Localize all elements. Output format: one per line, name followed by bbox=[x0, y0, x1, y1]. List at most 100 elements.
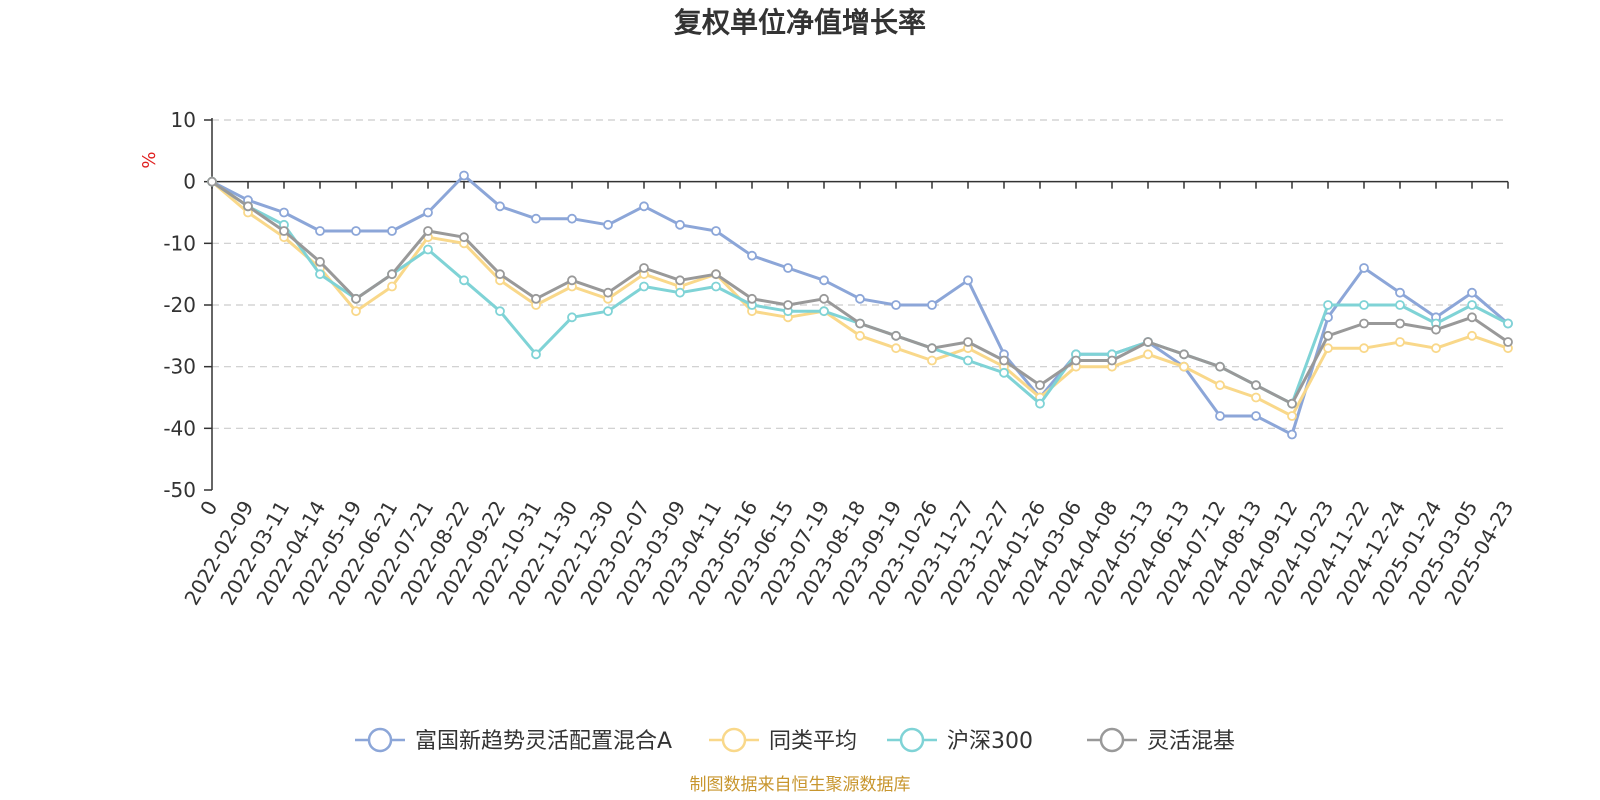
data-point bbox=[1179, 361, 1189, 372]
data-point bbox=[1467, 287, 1477, 298]
data-point bbox=[495, 269, 505, 280]
data-point bbox=[279, 226, 289, 236]
data-point bbox=[531, 213, 541, 224]
data-point bbox=[747, 250, 757, 261]
data-point bbox=[1215, 361, 1225, 372]
x-tick-label: 0 bbox=[195, 497, 222, 520]
data-point bbox=[531, 293, 541, 304]
data-point bbox=[459, 170, 469, 181]
data-point bbox=[567, 312, 577, 323]
data-point bbox=[783, 263, 793, 273]
data-point bbox=[711, 226, 721, 236]
data-point bbox=[1251, 392, 1261, 403]
data-point bbox=[1215, 411, 1225, 421]
data-point bbox=[1431, 343, 1441, 354]
data-point bbox=[351, 306, 361, 317]
data-point bbox=[1287, 398, 1297, 409]
data-point bbox=[279, 207, 289, 218]
legend-item[interactable]: 沪深300 bbox=[887, 727, 1033, 754]
data-point bbox=[1467, 300, 1477, 310]
y-tick-label: 10 bbox=[171, 108, 196, 132]
data-point bbox=[963, 337, 973, 347]
data-point bbox=[207, 176, 217, 187]
data-point bbox=[387, 226, 397, 236]
data-point bbox=[423, 226, 433, 236]
legend-label: 沪深300 bbox=[947, 729, 1033, 754]
data-point bbox=[315, 269, 325, 280]
data-point bbox=[351, 226, 361, 236]
source-note: 制图数据来自恒生聚源数据库 bbox=[690, 775, 911, 795]
data-point bbox=[639, 201, 649, 212]
data-point bbox=[927, 343, 937, 354]
data-point bbox=[1143, 337, 1153, 347]
data-point bbox=[1395, 318, 1405, 329]
y-tick-label: -30 bbox=[163, 355, 196, 379]
data-point bbox=[423, 207, 433, 218]
chart-title: 复权单位净值增长率 bbox=[674, 6, 926, 39]
legend-item[interactable]: 同类平均 bbox=[709, 727, 857, 754]
data-point bbox=[243, 201, 253, 212]
legend-label: 灵活混基 bbox=[1147, 729, 1235, 754]
data-point bbox=[1251, 411, 1261, 421]
data-point bbox=[1395, 337, 1405, 347]
data-point bbox=[1359, 343, 1369, 354]
data-point bbox=[891, 343, 901, 354]
legend-marker-icon bbox=[721, 727, 747, 753]
data-point bbox=[1359, 318, 1369, 329]
legend-marker-icon bbox=[367, 727, 393, 753]
data-point bbox=[675, 275, 685, 286]
data-point bbox=[1395, 287, 1405, 298]
y-tick-label: -10 bbox=[163, 231, 196, 255]
data-point bbox=[927, 300, 937, 310]
data-point bbox=[711, 269, 721, 280]
data-point bbox=[1467, 330, 1477, 341]
data-point bbox=[459, 275, 469, 286]
data-point bbox=[1287, 429, 1297, 440]
series-lines bbox=[207, 170, 1513, 440]
data-point bbox=[675, 287, 685, 298]
data-point bbox=[495, 201, 505, 212]
data-point bbox=[963, 275, 973, 286]
data-point bbox=[1251, 380, 1261, 391]
legend-marker-icon bbox=[1099, 727, 1125, 753]
data-point bbox=[1395, 300, 1405, 310]
data-point bbox=[1107, 355, 1117, 366]
data-point bbox=[567, 275, 577, 286]
data-point bbox=[927, 355, 937, 366]
data-point bbox=[315, 226, 325, 236]
legend-item[interactable]: 灵活混基 bbox=[1087, 727, 1235, 754]
data-point bbox=[1287, 411, 1297, 421]
data-point bbox=[1431, 324, 1441, 335]
data-point bbox=[999, 355, 1009, 366]
data-point bbox=[855, 330, 865, 341]
data-point bbox=[387, 281, 397, 292]
data-point bbox=[603, 287, 613, 298]
y-tick-label: -20 bbox=[163, 293, 196, 317]
data-point bbox=[351, 293, 361, 304]
legend-label: 富国新趋势灵活配置混合A bbox=[415, 729, 672, 754]
legend-item[interactable]: 富国新趋势灵活配置混合A bbox=[355, 727, 672, 754]
data-point bbox=[999, 367, 1009, 378]
data-point bbox=[531, 349, 541, 360]
data-point bbox=[819, 293, 829, 304]
data-point bbox=[567, 213, 577, 224]
data-point bbox=[855, 293, 865, 304]
data-point bbox=[639, 263, 649, 273]
y-tick-label: -40 bbox=[163, 416, 196, 440]
data-point bbox=[1179, 349, 1189, 360]
data-point bbox=[891, 300, 901, 310]
data-point bbox=[1503, 337, 1513, 347]
data-point bbox=[1323, 300, 1333, 310]
data-point bbox=[1143, 349, 1153, 360]
y-tick-label: 0 bbox=[183, 170, 196, 194]
data-point bbox=[603, 219, 613, 230]
data-point bbox=[495, 306, 505, 317]
legend-label: 同类平均 bbox=[769, 729, 857, 754]
data-point bbox=[783, 300, 793, 310]
data-point bbox=[1035, 380, 1045, 391]
data-point bbox=[423, 244, 433, 255]
data-point bbox=[387, 269, 397, 280]
data-point bbox=[1467, 312, 1477, 323]
legend[interactable]: 富国新趋势灵活配置混合A 同类平均 沪深300 灵活混基 bbox=[355, 727, 1235, 754]
